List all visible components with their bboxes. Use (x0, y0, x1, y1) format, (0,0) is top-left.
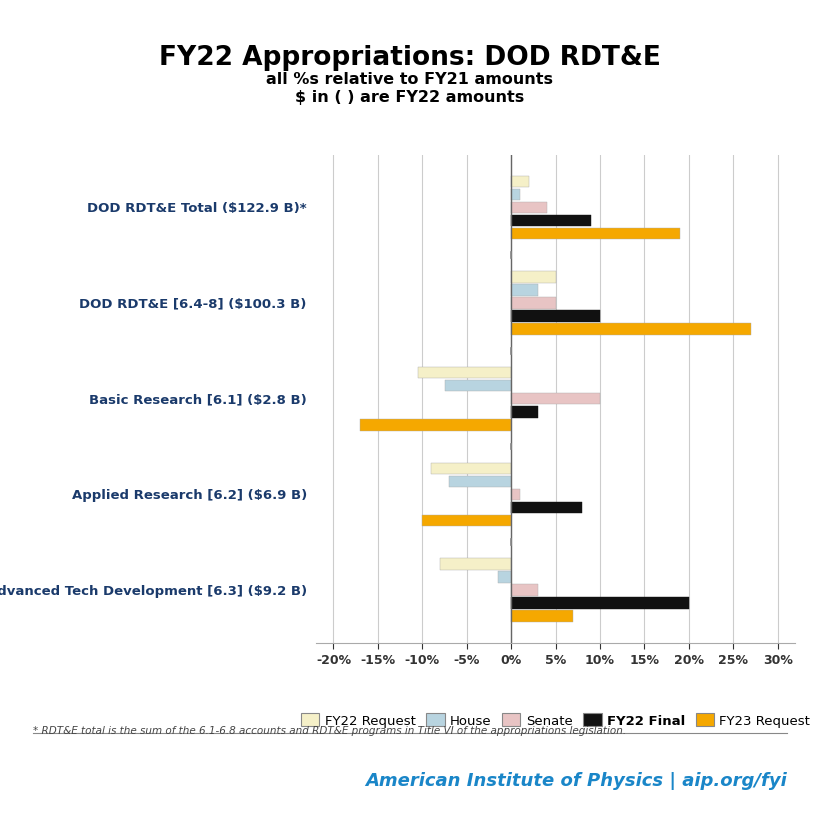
Bar (497, 572, 510, 583)
Bar (449, 476, 510, 487)
Text: all %s relative to FY21 amounts: all %s relative to FY21 amounts (266, 72, 553, 87)
Text: Applied Research [6.2] ($6.9 B): Applied Research [6.2] ($6.9 B) (71, 488, 306, 501)
Bar (510, 598, 688, 609)
Text: Basic Research [6.1] ($2.8 B): Basic Research [6.1] ($2.8 B) (89, 393, 306, 405)
Text: FY22 Appropriations: DOD RDT&E: FY22 Appropriations: DOD RDT&E (159, 45, 660, 71)
Text: DOD RDT&E [6.4-8] ($100.3 B): DOD RDT&E [6.4-8] ($100.3 B) (79, 297, 306, 310)
Bar (418, 368, 510, 379)
Bar (510, 229, 679, 240)
Text: $ in ( ) are FY22 amounts: $ in ( ) are FY22 amounts (295, 90, 524, 105)
Bar (444, 381, 510, 392)
Bar (431, 463, 510, 474)
Text: * RDT&E total is the sum of the 6.1-6.8 accounts and RDT&E programs in Title VI : * RDT&E total is the sum of the 6.1-6.8 … (33, 725, 625, 735)
Bar (510, 585, 537, 596)
Bar (510, 324, 750, 336)
Bar (510, 189, 519, 201)
Bar (510, 285, 537, 296)
Text: DOD RDT&E Total ($122.9 B)*: DOD RDT&E Total ($122.9 B)* (87, 201, 306, 215)
Bar (360, 419, 510, 431)
Bar (510, 611, 572, 622)
Text: American Institute of Physics | aip.org/fyi: American Institute of Physics | aip.org/… (365, 771, 786, 790)
Bar (510, 311, 600, 323)
Text: Advanced Tech Development [6.3] ($9.2 B): Advanced Tech Development [6.3] ($9.2 B) (0, 584, 306, 597)
Bar (510, 215, 590, 227)
Bar (510, 202, 546, 214)
Bar (510, 272, 555, 283)
Bar (510, 394, 600, 405)
Legend: FY22 Request, House, Senate, FY22 Final, FY23 Request: FY22 Request, House, Senate, FY22 Final,… (295, 708, 815, 732)
Bar (510, 298, 555, 310)
Bar (510, 502, 581, 514)
Bar (422, 515, 510, 527)
Bar (510, 489, 519, 500)
Bar (440, 559, 510, 570)
Bar (510, 176, 528, 188)
Bar (510, 406, 537, 418)
